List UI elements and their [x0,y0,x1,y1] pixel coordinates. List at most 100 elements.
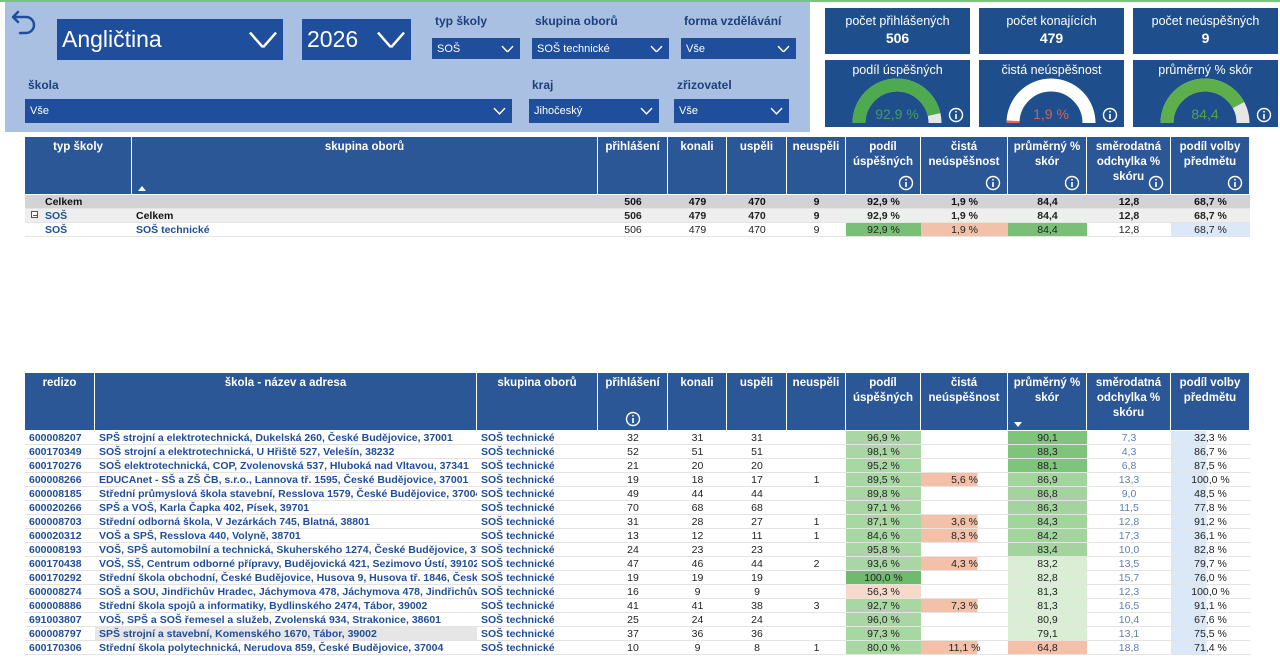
table-cell: 17 [727,473,787,487]
column-header: přihlášení [598,373,667,430]
empty-cell [787,459,846,473]
table-cell: 84,4 [1008,209,1087,223]
info-circle [898,175,914,191]
kpi-label: počet neúspěšných [1151,14,1260,28]
table-cell: 600170292 [25,571,95,585]
table-cell: 600170349 [25,445,95,459]
info-stem [992,182,994,187]
table-cell: 86,7 % [1171,445,1250,459]
table-cell: SOŠ strojní a elektrotechnická, U Hřiště… [95,445,477,459]
kpi-label: počet konajících [1006,14,1097,28]
column-header: skupina oborů [477,373,597,430]
info-icon[interactable] [898,175,914,191]
column-header: neuspěli [787,137,845,194]
chevron-line [770,107,783,115]
table-cell: SPŠ strojní a stavební, Komenského 1670,… [95,627,477,641]
table-cell: 52 [598,445,668,459]
year-dropdown[interactable]: 2026 [302,19,411,60]
table-cell: 24 [598,543,668,557]
table-cell: 32 [598,431,668,445]
table-cell: 20 [727,459,787,473]
table-cell: VOŠ, SPŠ automobilní a technická, Skuher… [95,543,477,557]
table-cell: 691003807 [25,613,95,627]
table-cell: 600008797 [25,627,95,641]
info-icon[interactable] [985,175,1001,191]
info-icon[interactable] [1256,107,1272,123]
gauge: 84,4 [1160,78,1250,124]
table-cell: 19 [598,473,668,487]
column-header: konali [668,373,726,430]
table-cell: 68 [668,501,727,515]
column-header: směrodatná odchylka % skóru [1087,373,1170,430]
filter-dropdown[interactable]: Vše [25,99,512,123]
table-cell: 6,8 [1087,459,1171,473]
column-header: průměrný % skór [1008,373,1086,430]
table-cell: 11 [727,529,787,543]
column-header: neuspěli [787,373,845,430]
empty-cell [787,543,846,557]
table-cell: SOŠ technické [477,473,598,487]
table-cell: 88,1 [1008,459,1087,473]
table-cell: 11,1 % [921,641,1008,655]
empty-cell [787,445,846,459]
table-cell: 16 [598,585,668,599]
column-header: skupina oborů [132,137,597,194]
info-icon[interactable] [1064,175,1080,191]
info-stem [1071,182,1073,187]
table-cell: 9 [668,585,727,599]
info-circle [1102,107,1118,123]
chevron-line [777,45,790,53]
info-circle [1148,175,1164,191]
table-cell: 18 [668,473,727,487]
info-icon[interactable] [1102,107,1118,123]
table-cell: SPŠ a VOŠ, Karla Čapka 402, Písek, 39701 [95,501,477,515]
chevron [493,107,506,115]
column-header: přihlášení [598,137,667,194]
chevron [249,31,277,48]
table-cell: Střední odborná škola, V Jezárkách 745, … [95,515,477,529]
table-cell: 84,2 [1008,529,1087,543]
table-cell: 12,8 [1087,209,1171,223]
filter-dropdown[interactable]: SOŠ [432,38,520,59]
table-cell: 7,3 % [921,599,1008,613]
back-button[interactable] [10,6,40,36]
empty-cell [921,543,1008,557]
empty-cell [921,501,1008,515]
kpi-value: 9 [1201,30,1210,46]
empty-cell [787,501,846,515]
table-cell: 16,5 [1087,599,1171,613]
info-dot [1263,110,1265,113]
filter-label: škola [28,78,59,92]
info-icon[interactable] [625,411,641,427]
info-icon[interactable] [948,107,964,123]
table-cell: 100,0 % [846,571,921,585]
info-icon[interactable] [1148,175,1164,191]
table-cell: SOŠ technické [132,223,598,237]
table-cell: 51 [668,445,727,459]
table-cell: 97,3 % [846,627,921,641]
table-cell: SOŠ technické [477,487,598,501]
kpi-card: počet konajících 479 [979,8,1124,54]
filter-dropdown[interactable]: Vše [681,38,796,59]
table-cell: SOŠ technické [477,585,598,599]
info-icon[interactable] [1227,175,1243,191]
table-cell: 12,8 [1087,515,1171,529]
filter-dropdown[interactable]: SOŠ technické [532,38,669,59]
table-cell: 98,1 % [846,445,921,459]
table-cell: 600170276 [25,459,95,473]
top-accent [0,0,1280,2]
table-cell: VOŠ a SPŠ, Resslova 440, Volyně, 38701 [95,529,477,543]
info-stem [955,114,957,119]
filter-dropdown[interactable]: Vše [674,99,789,123]
gauge-card: čistá neúspěšnost 1,9 % [979,60,1124,127]
table-cell: SOŠ technické [477,613,598,627]
table-cell: 600008207 [25,431,95,445]
table-cell: 84,6 % [846,529,921,543]
table-cell: 83,2 [1008,557,1087,571]
filter-dropdown[interactable]: Jihočeský [529,99,659,123]
table-cell: Celkem [132,209,598,223]
table-cell: 75,5 % [1171,627,1250,641]
table-cell: 38 [727,599,787,613]
table-cell: 9 [787,195,846,209]
subject-dropdown[interactable]: Angličtina [57,19,283,60]
